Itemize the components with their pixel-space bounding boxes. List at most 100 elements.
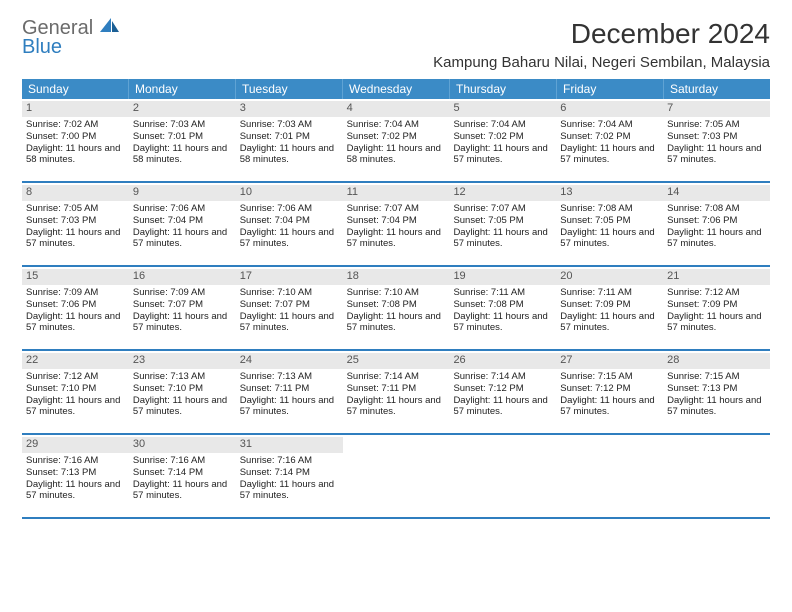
logo: General Blue — [22, 18, 120, 57]
day-number: 2 — [129, 101, 236, 117]
day-cell: 26Sunrise: 7:14 AMSunset: 7:12 PMDayligh… — [449, 351, 556, 433]
day-cell: 31Sunrise: 7:16 AMSunset: 7:14 PMDayligh… — [236, 435, 343, 517]
day-number: 26 — [449, 353, 556, 369]
title-block: December 2024 Kampung Baharu Nilai, Nege… — [433, 18, 770, 71]
sunrise-text: Sunrise: 7:07 AM — [453, 203, 552, 215]
daylight-text: Daylight: 11 hours and 57 minutes. — [347, 227, 446, 251]
daylight-text: Daylight: 11 hours and 57 minutes. — [667, 143, 766, 167]
daylight-text: Daylight: 11 hours and 57 minutes. — [453, 227, 552, 251]
sunrise-text: Sunrise: 7:15 AM — [667, 371, 766, 383]
day-number: 21 — [663, 269, 770, 285]
week-row: 8Sunrise: 7:05 AMSunset: 7:03 PMDaylight… — [22, 183, 770, 267]
sunset-text: Sunset: 7:05 PM — [560, 215, 659, 227]
daylight-text: Daylight: 11 hours and 57 minutes. — [26, 227, 125, 251]
daylight-text: Daylight: 11 hours and 57 minutes. — [133, 395, 232, 419]
daylight-text: Daylight: 11 hours and 57 minutes. — [26, 395, 125, 419]
sunset-text: Sunset: 7:12 PM — [560, 383, 659, 395]
sunset-text: Sunset: 7:13 PM — [26, 467, 125, 479]
day-cell: 11Sunrise: 7:07 AMSunset: 7:04 PMDayligh… — [343, 183, 450, 265]
day-headers-row: SundayMondayTuesdayWednesdayThursdayFrid… — [22, 79, 770, 99]
day-number: 31 — [236, 437, 343, 453]
day-number: 22 — [22, 353, 129, 369]
day-cell: 30Sunrise: 7:16 AMSunset: 7:14 PMDayligh… — [129, 435, 236, 517]
sunrise-text: Sunrise: 7:11 AM — [453, 287, 552, 299]
sunrise-text: Sunrise: 7:05 AM — [667, 119, 766, 131]
daylight-text: Daylight: 11 hours and 57 minutes. — [453, 143, 552, 167]
day-header: Thursday — [450, 79, 557, 99]
sunset-text: Sunset: 7:10 PM — [26, 383, 125, 395]
week-row: 29Sunrise: 7:16 AMSunset: 7:13 PMDayligh… — [22, 435, 770, 519]
day-header: Wednesday — [343, 79, 450, 99]
day-number: 5 — [449, 101, 556, 117]
sail-icon — [100, 18, 120, 39]
sunset-text: Sunset: 7:02 PM — [347, 131, 446, 143]
day-number: 20 — [556, 269, 663, 285]
sunset-text: Sunset: 7:14 PM — [240, 467, 339, 479]
daylight-text: Daylight: 11 hours and 57 minutes. — [133, 479, 232, 503]
week-row: 15Sunrise: 7:09 AMSunset: 7:06 PMDayligh… — [22, 267, 770, 351]
sunrise-text: Sunrise: 7:09 AM — [26, 287, 125, 299]
sunrise-text: Sunrise: 7:13 AM — [240, 371, 339, 383]
sunrise-text: Sunrise: 7:09 AM — [133, 287, 232, 299]
day-number: 28 — [663, 353, 770, 369]
day-number: 10 — [236, 185, 343, 201]
sunset-text: Sunset: 7:07 PM — [240, 299, 339, 311]
sunrise-text: Sunrise: 7:14 AM — [453, 371, 552, 383]
sunrise-text: Sunrise: 7:15 AM — [560, 371, 659, 383]
day-cell: 12Sunrise: 7:07 AMSunset: 7:05 PMDayligh… — [449, 183, 556, 265]
daylight-text: Daylight: 11 hours and 57 minutes. — [240, 311, 339, 335]
daylight-text: Daylight: 11 hours and 57 minutes. — [560, 143, 659, 167]
logo-text-block: General Blue — [22, 18, 120, 57]
sunrise-text: Sunrise: 7:04 AM — [453, 119, 552, 131]
day-cell: 2Sunrise: 7:03 AMSunset: 7:01 PMDaylight… — [129, 99, 236, 181]
day-cell: 20Sunrise: 7:11 AMSunset: 7:09 PMDayligh… — [556, 267, 663, 349]
day-cell: 27Sunrise: 7:15 AMSunset: 7:12 PMDayligh… — [556, 351, 663, 433]
day-cell: 24Sunrise: 7:13 AMSunset: 7:11 PMDayligh… — [236, 351, 343, 433]
sunrise-text: Sunrise: 7:12 AM — [667, 287, 766, 299]
month-title: December 2024 — [433, 18, 770, 50]
day-number: 9 — [129, 185, 236, 201]
day-number: 18 — [343, 269, 450, 285]
daylight-text: Daylight: 11 hours and 57 minutes. — [26, 311, 125, 335]
daylight-text: Daylight: 11 hours and 57 minutes. — [26, 479, 125, 503]
day-cell: 8Sunrise: 7:05 AMSunset: 7:03 PMDaylight… — [22, 183, 129, 265]
sunset-text: Sunset: 7:04 PM — [133, 215, 232, 227]
day-number: 12 — [449, 185, 556, 201]
day-cell: 6Sunrise: 7:04 AMSunset: 7:02 PMDaylight… — [556, 99, 663, 181]
sunrise-text: Sunrise: 7:03 AM — [240, 119, 339, 131]
day-cell: 5Sunrise: 7:04 AMSunset: 7:02 PMDaylight… — [449, 99, 556, 181]
day-number: 25 — [343, 353, 450, 369]
sunset-text: Sunset: 7:08 PM — [347, 299, 446, 311]
day-number: 17 — [236, 269, 343, 285]
sunset-text: Sunset: 7:12 PM — [453, 383, 552, 395]
day-number: 11 — [343, 185, 450, 201]
day-number: 23 — [129, 353, 236, 369]
sunrise-text: Sunrise: 7:08 AM — [667, 203, 766, 215]
day-number: 29 — [22, 437, 129, 453]
daylight-text: Daylight: 11 hours and 57 minutes. — [347, 311, 446, 335]
day-cell: 14Sunrise: 7:08 AMSunset: 7:06 PMDayligh… — [663, 183, 770, 265]
sunrise-text: Sunrise: 7:08 AM — [560, 203, 659, 215]
day-header: Friday — [557, 79, 664, 99]
day-number: 27 — [556, 353, 663, 369]
daylight-text: Daylight: 11 hours and 57 minutes. — [240, 227, 339, 251]
sunrise-text: Sunrise: 7:13 AM — [133, 371, 232, 383]
day-header: Sunday — [22, 79, 129, 99]
sunrise-text: Sunrise: 7:10 AM — [347, 287, 446, 299]
day-number: 3 — [236, 101, 343, 117]
sunset-text: Sunset: 7:09 PM — [667, 299, 766, 311]
calendar: SundayMondayTuesdayWednesdayThursdayFrid… — [22, 79, 770, 519]
sunrise-text: Sunrise: 7:03 AM — [133, 119, 232, 131]
day-number: 13 — [556, 185, 663, 201]
day-header: Tuesday — [236, 79, 343, 99]
day-number: 7 — [663, 101, 770, 117]
day-header: Monday — [129, 79, 236, 99]
day-cell: 15Sunrise: 7:09 AMSunset: 7:06 PMDayligh… — [22, 267, 129, 349]
sunrise-text: Sunrise: 7:02 AM — [26, 119, 125, 131]
daylight-text: Daylight: 11 hours and 58 minutes. — [26, 143, 125, 167]
daylight-text: Daylight: 11 hours and 57 minutes. — [133, 227, 232, 251]
day-cell: 10Sunrise: 7:06 AMSunset: 7:04 PMDayligh… — [236, 183, 343, 265]
sunrise-text: Sunrise: 7:12 AM — [26, 371, 125, 383]
day-cell: 25Sunrise: 7:14 AMSunset: 7:11 PMDayligh… — [343, 351, 450, 433]
day-number: 15 — [22, 269, 129, 285]
